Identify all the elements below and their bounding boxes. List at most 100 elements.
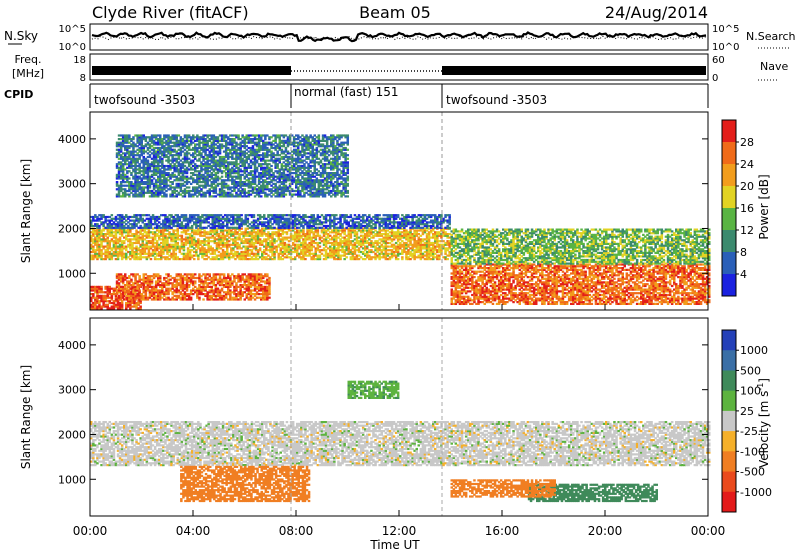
power-cell	[120, 305, 124, 308]
power-cell	[106, 249, 109, 252]
power-cell	[144, 298, 148, 301]
power-cell	[257, 289, 261, 292]
power-cell	[181, 282, 185, 285]
power-cell	[208, 291, 211, 294]
power-cell	[160, 249, 163, 252]
power-cell	[167, 296, 170, 299]
power-cell	[137, 258, 140, 261]
power-cell	[189, 278, 193, 281]
power-cell	[264, 275, 267, 278]
power-cell	[235, 287, 238, 290]
power-cell	[112, 293, 116, 296]
power-cell	[137, 241, 140, 245]
power-cell	[253, 298, 257, 301]
power-cell	[247, 291, 251, 294]
power-cell	[98, 287, 101, 290]
power-cell	[102, 291, 105, 294]
power-cell	[247, 285, 251, 288]
power-cell	[233, 276, 236, 280]
power-cell	[255, 278, 259, 281]
power-cell	[94, 256, 97, 259]
power-cell	[142, 291, 145, 294]
power-cell	[132, 273, 135, 276]
power-cell	[170, 247, 173, 250]
power-cell	[100, 245, 103, 248]
power-cell	[120, 300, 124, 303]
power-cell	[133, 233, 136, 236]
power-cell	[194, 282, 197, 285]
power-cell	[262, 285, 265, 288]
power-cell	[102, 227, 105, 230]
power-cell	[119, 273, 123, 276]
power-cell	[216, 291, 220, 294]
power-cell	[124, 273, 127, 276]
power-cell	[262, 276, 265, 280]
power-cell	[237, 278, 240, 281]
power-cell	[90, 305, 93, 308]
power-cell	[150, 294, 154, 297]
power-cell	[157, 278, 160, 281]
power-cell	[190, 254, 194, 257]
power-cell	[98, 256, 101, 259]
power-cell	[117, 276, 121, 280]
power-cell	[190, 256, 194, 259]
power-cell	[255, 296, 259, 299]
power-cell	[150, 285, 154, 288]
power-cell	[98, 243, 101, 246]
power-cell	[110, 296, 114, 299]
power-cell	[145, 256, 149, 259]
power-cell	[172, 238, 175, 241]
power-cell	[220, 289, 224, 292]
power-cell	[235, 296, 238, 299]
power-cell	[239, 294, 242, 297]
power-cell	[268, 296, 271, 299]
power-cell	[176, 258, 179, 261]
power-cell	[121, 280, 125, 283]
power-cell	[200, 291, 203, 294]
power-cell	[158, 254, 161, 257]
freq-tick-bottom: 8	[80, 73, 86, 84]
power-cell	[114, 294, 118, 297]
power-cell	[161, 282, 164, 285]
power-cell	[133, 256, 136, 259]
power-cell	[200, 289, 203, 292]
power-cell	[147, 241, 151, 245]
power-cell	[187, 294, 191, 297]
power-cell	[114, 234, 118, 237]
power-cell	[204, 282, 207, 285]
power-cell	[123, 236, 126, 239]
power-cell	[116, 254, 120, 257]
power-cell	[90, 236, 93, 239]
power-cell	[152, 293, 156, 296]
power-cell	[98, 289, 101, 292]
power-cell	[220, 294, 224, 297]
power-cell	[174, 241, 177, 245]
power-cell	[137, 303, 140, 306]
power-cell	[126, 296, 129, 299]
power-cell	[212, 280, 216, 283]
power-cell	[104, 233, 107, 236]
power-cell	[172, 250, 175, 254]
power-cell	[241, 273, 244, 276]
power-cell	[192, 293, 195, 296]
power-cell	[170, 236, 173, 239]
power-cell	[157, 280, 160, 283]
power-cell	[174, 234, 177, 237]
power-cell	[212, 291, 216, 294]
power-cell	[102, 294, 105, 297]
power-cell	[106, 291, 109, 294]
power-cell	[159, 296, 162, 299]
power-cell	[100, 250, 103, 254]
power-cell	[117, 284, 121, 287]
power-cell	[171, 291, 174, 294]
power-cell	[144, 289, 148, 292]
power-cell	[100, 294, 103, 297]
power-cell	[128, 294, 131, 297]
power-cell	[220, 280, 224, 283]
power-cell	[233, 275, 236, 278]
power-cell	[139, 249, 142, 252]
power-cell	[172, 240, 175, 243]
power-cell	[210, 282, 213, 285]
power-cell	[227, 284, 230, 287]
power-cell	[127, 245, 130, 248]
